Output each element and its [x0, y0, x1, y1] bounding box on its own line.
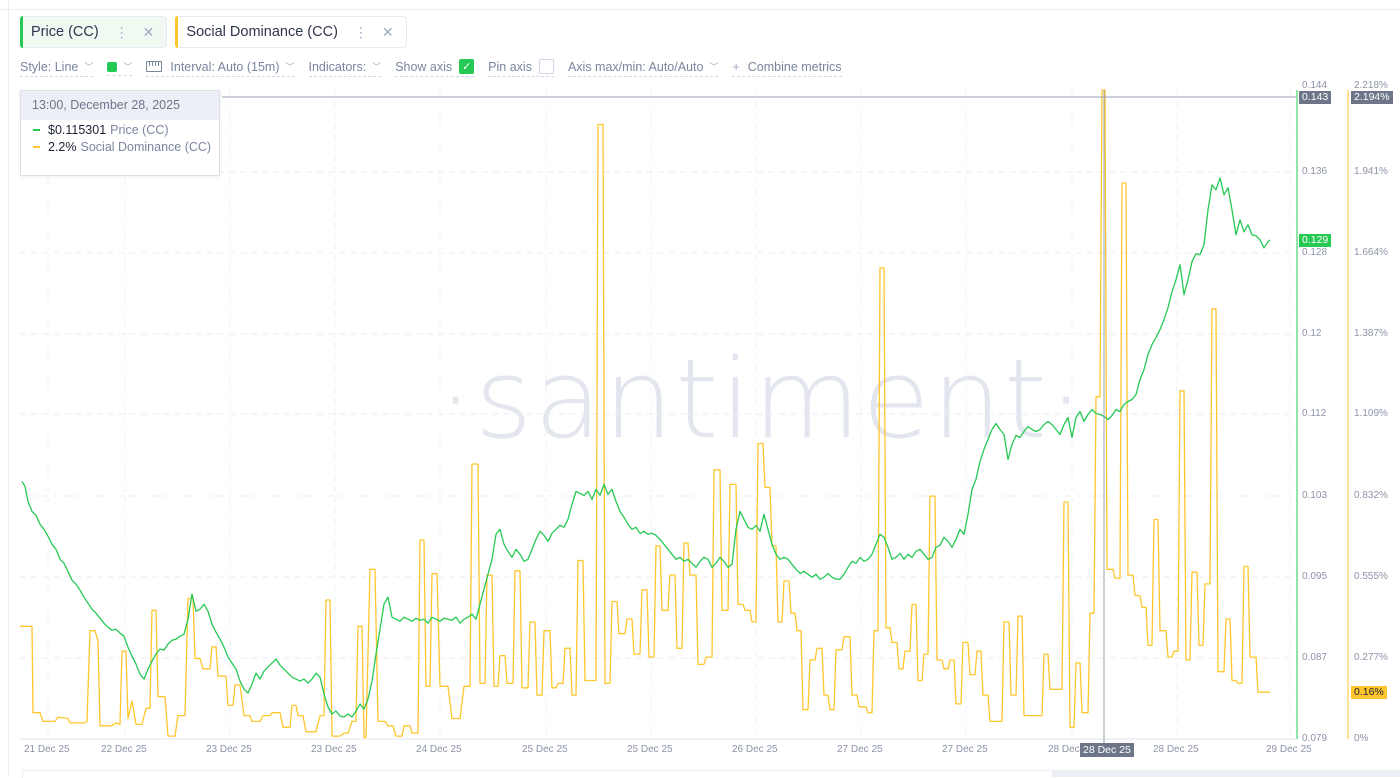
- combine-metrics-button[interactable]: + Combine metrics: [732, 59, 842, 77]
- more-options-icon[interactable]: ⋮: [114, 23, 129, 40]
- indicators-label: Indicators:: [308, 59, 367, 74]
- metric-tab-social-dominance[interactable]: Social Dominance (CC) ⋮ ✕: [175, 16, 407, 48]
- style-label: Style: Line: [20, 59, 79, 74]
- left-border: [8, 0, 9, 775]
- chevron-down-icon: ﹀: [709, 62, 719, 72]
- dominance-axis-tick: 0.277%: [1354, 652, 1388, 663]
- close-icon[interactable]: ✕: [381, 23, 394, 40]
- metric-tab-price[interactable]: Price (CC) ⋮ ✕: [20, 16, 168, 48]
- top-border: [0, 0, 1400, 10]
- show-axis-toggle[interactable]: Show axis ✓: [395, 59, 475, 77]
- tooltip-row-dominance: 2.2% Social Dominance (CC): [21, 140, 219, 154]
- axis-maxmin-label: Axis max/min: Auto/Auto: [567, 59, 704, 74]
- dominance-axis-tick: 1.941%: [1354, 166, 1388, 177]
- indicators-dropdown[interactable]: Indicators: ﹀: [308, 59, 382, 77]
- crosshair-date-badge: 28 Dec 25: [1080, 743, 1134, 757]
- tooltip-label: Social Dominance (CC): [80, 140, 212, 154]
- x-axis-tick: 25 Dec 25: [627, 744, 673, 755]
- price-axis-tick: 0.144: [1302, 80, 1328, 91]
- series-line: [21, 177, 1271, 718]
- metric-color-bar: [175, 16, 179, 48]
- metric-settings-bar: Style: Line ﹀ ﹀ Interval: Auto (15m) ﹀ I…: [20, 58, 856, 78]
- chevron-down-icon: ﹀: [84, 62, 94, 72]
- x-axis-tick: 21 Dec 25: [24, 744, 70, 755]
- metric-label: Price (CC): [31, 24, 99, 40]
- price-axis-tick: 0.12: [1302, 328, 1322, 339]
- tooltip-value: 2.2%: [48, 140, 77, 154]
- x-axis-tick: 27 Dec 25: [942, 744, 988, 755]
- price-axis-tick: 0.112: [1302, 408, 1327, 419]
- dominance-axis-tick: 2.218%: [1354, 80, 1388, 91]
- tooltip-value: $0.115301: [48, 123, 107, 137]
- price-axis-tick: 0.103: [1302, 490, 1328, 501]
- color-picker[interactable]: ﹀: [107, 60, 133, 76]
- last-price-badge: 0.129: [1299, 234, 1332, 247]
- style-dropdown[interactable]: Style: Line ﹀: [20, 59, 94, 77]
- x-axis-tick: 24 Dec 25: [416, 744, 462, 755]
- pin-axis-label: Pin axis: [488, 59, 532, 74]
- x-axis-tick: 27 Dec 25: [837, 744, 883, 755]
- price-axis-tick: 0.087: [1302, 652, 1328, 663]
- chevron-down-icon: ﹀: [123, 62, 133, 72]
- metric-label: Social Dominance (CC): [186, 24, 338, 40]
- last-dominance-badge: 0.16%: [1351, 686, 1387, 699]
- color-swatch: [107, 61, 118, 72]
- crosshair-dominance-badge: 2.194%: [1351, 91, 1393, 104]
- tooltip-row-price: $0.115301 Price (CC): [21, 123, 219, 137]
- tooltip-date: 13:00, December 28, 2025: [21, 91, 219, 120]
- dominance-axis-tick: 0.832%: [1354, 490, 1388, 501]
- series-line: [20, 89, 1270, 739]
- x-axis-tick: 23 Dec 25: [206, 744, 252, 755]
- price-axis-tick: 0.079: [1302, 733, 1328, 744]
- interval-label: Interval: Auto (15m): [170, 59, 280, 74]
- dominance-axis-tick: 0%: [1354, 733, 1369, 744]
- chart-navigator[interactable]: [22, 770, 1400, 778]
- x-axis-tick: 26 Dec 25: [732, 744, 778, 755]
- metric-color-bar: [20, 16, 23, 48]
- chart-tooltip: 13:00, December 28, 2025 $0.115301 Price…: [20, 90, 220, 176]
- dominance-axis-tick: 1.387%: [1354, 328, 1388, 339]
- legend-line-icon: [33, 129, 40, 131]
- plus-icon: +: [732, 59, 740, 74]
- close-icon[interactable]: ✕: [142, 23, 155, 40]
- checkbox-checked-icon[interactable]: ✓: [459, 59, 475, 74]
- price-axis-tick: 0.095: [1302, 571, 1328, 582]
- x-axis-tick: 28 Dec 25: [1048, 744, 1094, 755]
- x-axis-tick: 23 Dec 25: [311, 744, 357, 755]
- show-axis-label: Show axis: [395, 59, 453, 74]
- navigator-selection[interactable]: [1052, 771, 1400, 777]
- crosshair-price-badge: 0.143: [1299, 91, 1332, 104]
- checkbox-unchecked-icon[interactable]: [538, 59, 554, 74]
- price-axis-tick: 0.136: [1302, 166, 1328, 177]
- more-options-icon[interactable]: ⋮: [353, 23, 368, 40]
- legend-line-icon: [33, 146, 40, 148]
- x-axis-tick: 29 Dec 25: [1266, 744, 1312, 755]
- x-axis-tick: 28 Dec 25: [1153, 744, 1199, 755]
- metric-tabs: Price (CC) ⋮ ✕ Social Dominance (CC) ⋮ ✕: [20, 16, 407, 48]
- axis-maxmin-dropdown[interactable]: Axis max/min: Auto/Auto ﹀: [567, 59, 719, 77]
- dominance-axis-tick: 0.555%: [1354, 571, 1388, 582]
- ruler-icon: [146, 61, 163, 72]
- combine-metrics-label: Combine metrics: [747, 59, 842, 74]
- pin-axis-toggle[interactable]: Pin axis: [488, 59, 554, 77]
- price-axis-tick: 0.128: [1302, 247, 1328, 258]
- tooltip-label: Price (CC): [110, 123, 169, 137]
- interval-dropdown[interactable]: Interval: Auto (15m) ﹀: [146, 59, 295, 77]
- x-axis-tick: 22 Dec 25: [101, 744, 147, 755]
- dominance-axis-tick: 1.109%: [1354, 408, 1388, 419]
- dominance-axis-tick: 1.664%: [1354, 247, 1388, 258]
- chevron-down-icon: ﹀: [285, 62, 295, 72]
- chevron-down-icon: ﹀: [372, 62, 382, 72]
- x-axis-tick: 25 Dec 25: [522, 744, 568, 755]
